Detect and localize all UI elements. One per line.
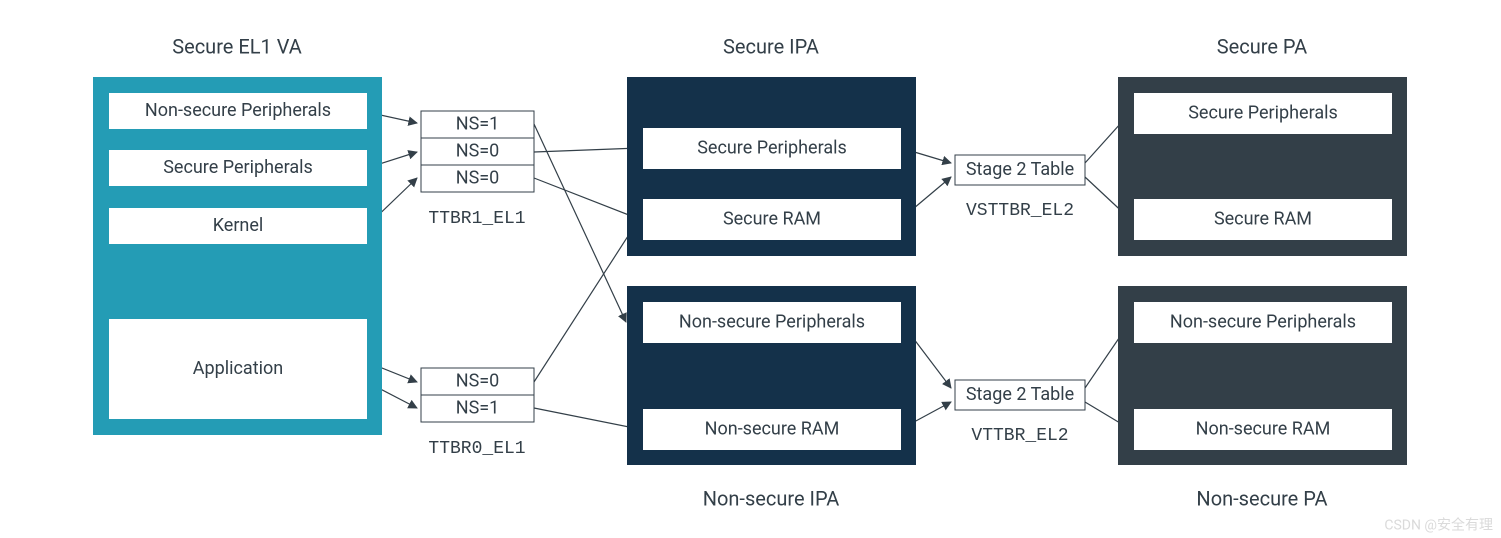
label-t2r1: NS=0	[456, 370, 500, 391]
label-c1r3: Kernel	[213, 215, 264, 236]
label-c2br2: Non-secure RAM	[705, 418, 840, 439]
label-c1r1: Non-secure Peripherals	[145, 100, 331, 121]
label-c3ar1: Secure Peripherals	[1188, 102, 1338, 123]
text-col1.t: Secure EL1 VA	[172, 34, 302, 58]
label-c1r2: Secure Peripherals	[163, 157, 313, 178]
flow-arrow	[534, 124, 626, 322]
flow-arrow	[534, 178, 639, 219]
text-col2a.t: Secure IPA	[723, 34, 819, 58]
label-t2r2: NS=1	[456, 397, 500, 418]
text-col3b.t: Non-secure PA	[1196, 486, 1327, 510]
label-c3ar2: Secure RAM	[1214, 208, 1312, 229]
label-c2br1: Non-secure Peripherals	[679, 311, 865, 332]
label-t1r2: NS=0	[456, 140, 500, 161]
label-c2ar1: Secure Peripherals	[697, 137, 847, 158]
label-c2ar2: Secure RAM	[723, 208, 821, 229]
label-t1r3: NS=0	[456, 167, 500, 188]
text-t1cap: TTBR1_EL1	[428, 209, 525, 229]
label-c3br1: Non-secure Peripherals	[1170, 311, 1356, 332]
flow-arrow	[534, 148, 639, 152]
label-c3br2: Non-secure RAM	[1196, 418, 1331, 439]
text-col3a.t: Secure PA	[1217, 34, 1307, 58]
label-s2b: Stage 2 Table	[966, 384, 1074, 405]
label-t1r1: NS=1	[456, 113, 500, 134]
watermark: CSDN @安全有理	[1384, 517, 1493, 534]
flow-arrow	[534, 219, 639, 382]
text-col2b.t: Non-secure IPA	[703, 486, 840, 510]
text-s2b.cap: VTTBR_EL2	[971, 426, 1068, 446]
flow-arrow	[534, 408, 639, 429]
label-c1r4: Application	[193, 358, 283, 379]
text-s2a.cap: VSTTBR_EL2	[966, 201, 1074, 221]
text-t2cap: TTBR0_EL1	[428, 439, 525, 459]
label-s2a: Stage 2 Table	[966, 159, 1074, 180]
